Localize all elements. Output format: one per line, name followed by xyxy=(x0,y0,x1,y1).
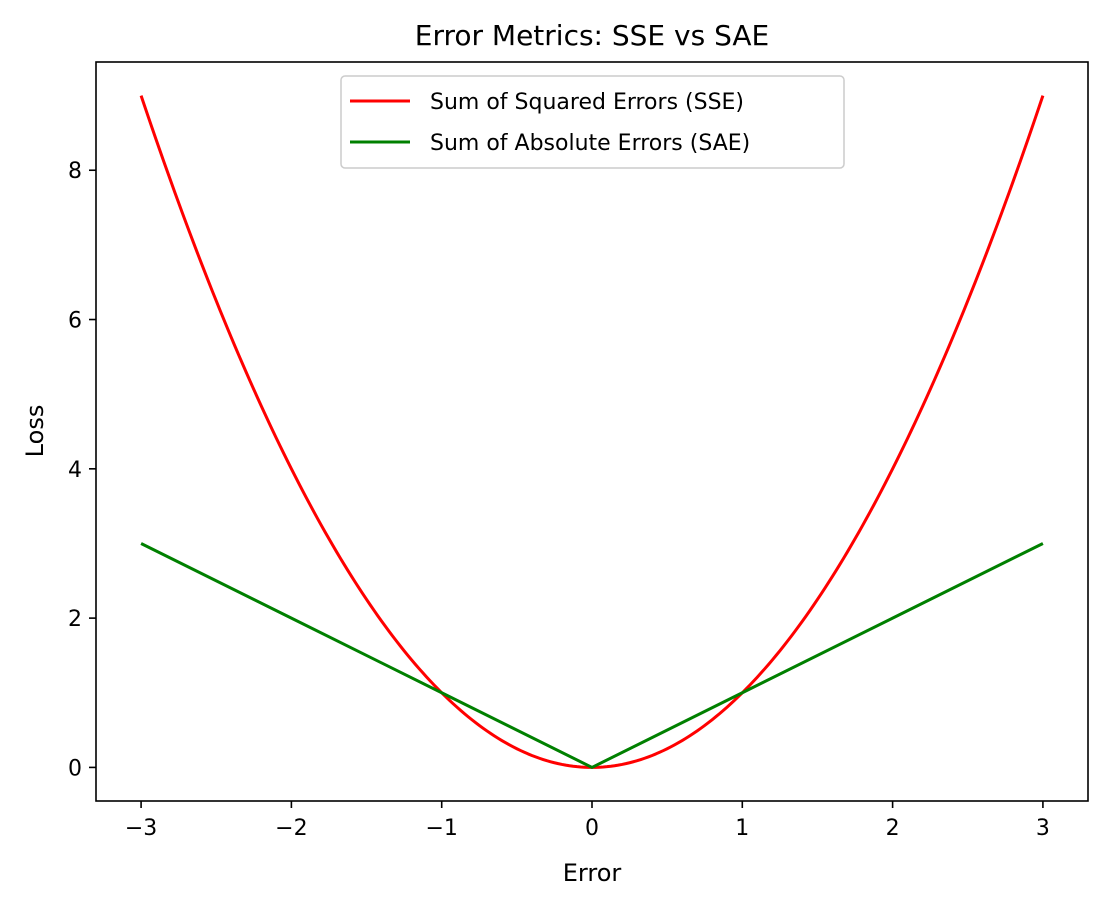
x-tick-label: 2 xyxy=(886,816,900,841)
x-tick-label: −1 xyxy=(425,816,457,841)
series-line-sse xyxy=(139,95,1045,769)
legend-label-sae: Sum of Absolute Errors (SAE) xyxy=(430,131,750,156)
y-axis-ticks: 0 2 4 6 8 xyxy=(68,159,96,781)
legend-label-sse: Sum of Squared Errors (SSE) xyxy=(430,90,744,115)
y-tick-label: 8 xyxy=(68,159,82,184)
y-tick-label: 2 xyxy=(68,607,82,632)
plot-area xyxy=(95,61,1089,802)
series-line-sae xyxy=(140,542,1044,769)
x-tick-label: 0 xyxy=(585,816,599,841)
x-axis-ticks: −3 −2 −1 0 1 2 3 xyxy=(125,801,1050,841)
legend-box xyxy=(340,75,845,169)
x-axis-label: Error xyxy=(563,859,622,887)
x-tick-label: −2 xyxy=(275,816,307,841)
series-lines xyxy=(139,95,1045,769)
y-axis-label: Loss xyxy=(21,405,49,458)
y-tick-label: 6 xyxy=(68,309,82,334)
x-tick-label: 1 xyxy=(735,816,749,841)
y-tick-label: 0 xyxy=(68,756,82,781)
chart-title: Error Metrics: SSE vs SAE xyxy=(415,19,769,52)
y-tick-label: 4 xyxy=(68,458,82,483)
x-tick-label: −3 xyxy=(125,816,157,841)
legend: Sum of Squared Errors (SSE) Sum of Absol… xyxy=(340,75,845,169)
x-tick-label: 3 xyxy=(1036,816,1050,841)
